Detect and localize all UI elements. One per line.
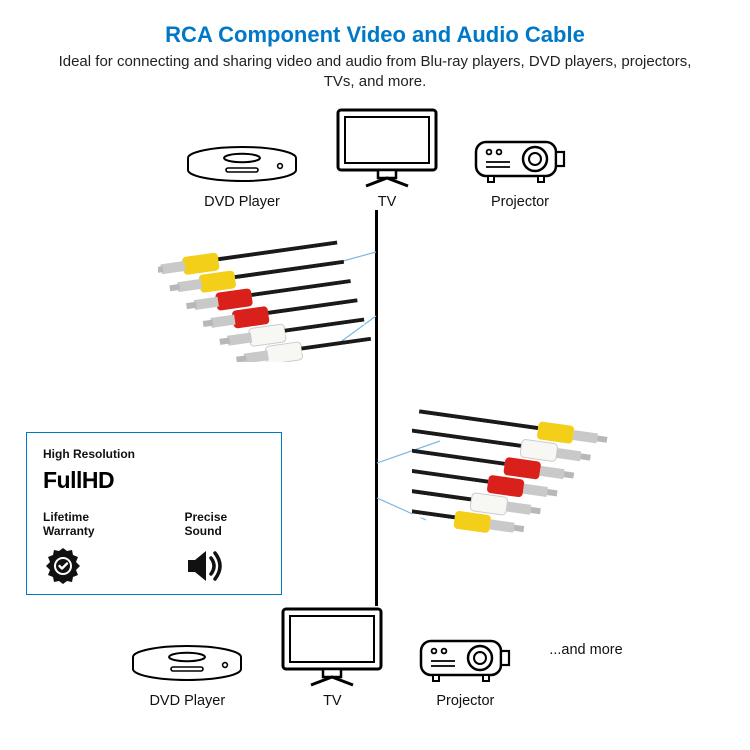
- projector-icon: [472, 130, 568, 190]
- tv-icon: [334, 106, 440, 190]
- projector-icon: [417, 629, 513, 689]
- device-dvd: DVD Player: [182, 136, 302, 210]
- center-vertical-line: [375, 210, 378, 606]
- dvd-player-icon: [127, 635, 247, 689]
- and-more-label: ...and more: [545, 642, 622, 672]
- speaker-sound-icon: [184, 546, 226, 586]
- device-row-bottom: DVD Player TV Projector ...and more: [0, 605, 750, 709]
- sound-label: Precise Sound: [184, 510, 265, 538]
- device-projector-bottom: Projector: [417, 629, 513, 709]
- device-projector: Projector: [472, 130, 568, 210]
- device-dvd-bottom: DVD Player: [127, 635, 247, 709]
- device-tv: TV: [334, 106, 440, 210]
- dvd-label: DVD Player: [182, 194, 302, 210]
- fullhd-label: FullHD: [43, 467, 265, 494]
- dvd-label-bottom: DVD Player: [127, 693, 247, 709]
- projector-label-bottom: Projector: [417, 693, 513, 709]
- page-title: RCA Component Video and Audio Cable: [0, 0, 750, 48]
- device-tv-bottom: TV: [279, 605, 385, 709]
- warranty-label: Lifetime Warranty: [43, 510, 140, 538]
- warranty-badge-icon: [43, 546, 83, 586]
- device-row-top: DVD Player TV Projector: [0, 106, 750, 210]
- page-subtitle: Ideal for connecting and sharing video a…: [55, 52, 695, 93]
- rca-cable-top: [158, 232, 374, 362]
- high-res-heading: High Resolution: [43, 447, 265, 461]
- tv-label: TV: [334, 194, 440, 210]
- rca-cable-bottom: [412, 405, 628, 535]
- feature-box: High Resolution FullHD Lifetime Warranty…: [26, 432, 282, 595]
- tv-label-bottom: TV: [279, 693, 385, 709]
- tv-icon: [279, 605, 385, 689]
- projector-label: Projector: [472, 194, 568, 210]
- dvd-player-icon: [182, 136, 302, 190]
